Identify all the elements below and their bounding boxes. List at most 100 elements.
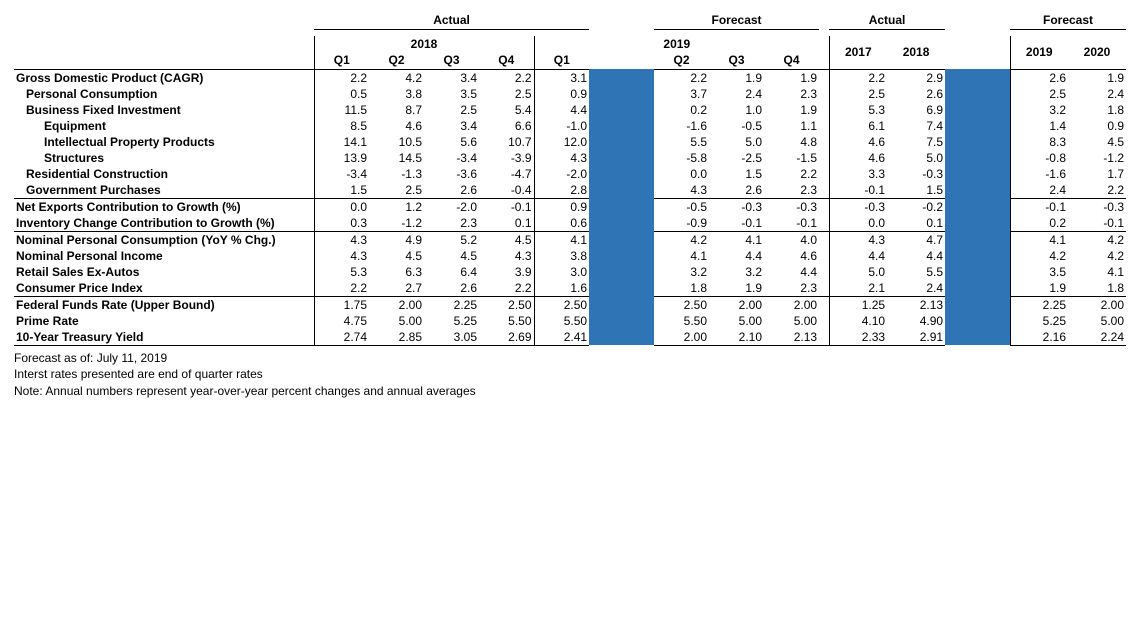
data-cell: 6.1	[829, 118, 887, 134]
data-cell: -0.1	[1010, 198, 1068, 215]
table-row: Federal Funds Rate (Upper Bound)1.752.00…	[14, 296, 1126, 313]
data-cell: 4.6	[829, 134, 887, 150]
data-cell: 3.4	[424, 118, 479, 134]
data-cell: -1.3	[369, 166, 424, 182]
blue-separator	[945, 231, 1010, 248]
data-cell: 2.50	[479, 296, 534, 313]
data-cell: -5.8	[654, 150, 709, 166]
col-q4-2018: Q4	[479, 52, 534, 70]
super-header-actual-2: Actual	[829, 12, 945, 30]
data-cell: 12.0	[534, 134, 589, 150]
data-cell: -0.5	[654, 198, 709, 215]
data-cell: -0.3	[887, 166, 945, 182]
data-cell: 6.4	[424, 264, 479, 280]
data-cell: 3.0	[534, 264, 589, 280]
data-cell: 1.9	[1010, 280, 1068, 297]
gap	[819, 198, 829, 215]
data-cell: 1.8	[1068, 102, 1126, 118]
data-cell: 1.9	[709, 280, 764, 297]
data-cell: 2.4	[887, 280, 945, 297]
data-cell: -4.7	[479, 166, 534, 182]
data-cell: 2.9	[887, 69, 945, 86]
data-cell: 0.3	[314, 215, 369, 232]
data-cell: -0.1	[709, 215, 764, 232]
blue-separator	[945, 134, 1010, 150]
row-label: 10-Year Treasury Yield	[14, 329, 314, 346]
data-cell: 4.4	[709, 248, 764, 264]
col-q3-2019: Q3	[709, 52, 764, 70]
row-label: Intellectual Property Products	[14, 134, 314, 150]
data-cell: 0.0	[829, 215, 887, 232]
gap	[819, 166, 829, 182]
data-cell: 4.6	[764, 248, 819, 264]
blue-separator	[945, 329, 1010, 346]
data-cell: -0.1	[829, 182, 887, 199]
super-header-actual-1: Actual	[314, 12, 589, 30]
data-cell: 2.33	[829, 329, 887, 346]
data-cell: 4.3	[479, 248, 534, 264]
data-cell: 2.8	[534, 182, 589, 199]
data-cell: 2.50	[654, 296, 709, 313]
row-label: Business Fixed Investment	[14, 102, 314, 118]
blue-separator	[945, 296, 1010, 313]
table-row: Nominal Personal Income4.34.54.54.33.84.…	[14, 248, 1126, 264]
data-cell: 2.6	[709, 182, 764, 199]
blue-separator	[945, 264, 1010, 280]
col-q4-2019: Q4	[764, 52, 819, 70]
year-2018: 2018	[314, 36, 534, 52]
data-cell: 3.1	[534, 69, 589, 86]
data-cell: 1.25	[829, 296, 887, 313]
data-cell: 2.6	[424, 182, 479, 199]
data-cell: 5.3	[314, 264, 369, 280]
year-row: 2018 2019 2017 2018 2019 2020	[14, 36, 1126, 52]
economic-forecast-table: Actual Forecast Actual Forecast 2018 201…	[14, 12, 1126, 346]
blue-separator	[589, 166, 654, 182]
data-cell: -0.1	[1068, 215, 1126, 232]
data-cell: 3.3	[829, 166, 887, 182]
data-cell: 2.69	[479, 329, 534, 346]
row-label: Equipment	[14, 118, 314, 134]
gap	[819, 329, 829, 346]
table-row: Intellectual Property Products14.110.55.…	[14, 134, 1126, 150]
data-cell: 2.5	[479, 86, 534, 102]
table-row: 10-Year Treasury Yield2.742.853.052.692.…	[14, 329, 1126, 346]
data-cell: 2.00	[764, 296, 819, 313]
data-cell: 2.3	[764, 182, 819, 199]
data-cell: -1.0	[534, 118, 589, 134]
data-cell: 4.5	[424, 248, 479, 264]
data-cell: 10.5	[369, 134, 424, 150]
col-2017: 2017	[829, 36, 887, 70]
data-cell: 1.2	[369, 198, 424, 215]
super-header-forecast-2: Forecast	[1010, 12, 1126, 30]
data-cell: 2.2	[479, 280, 534, 297]
gap	[819, 296, 829, 313]
data-cell: 1.9	[764, 102, 819, 118]
gap	[819, 134, 829, 150]
data-cell: 2.50	[534, 296, 589, 313]
footnote-line: Note: Annual numbers represent year-over…	[14, 383, 1126, 400]
data-cell: 4.8	[764, 134, 819, 150]
data-cell: 1.4	[1010, 118, 1068, 134]
data-cell: 5.6	[424, 134, 479, 150]
data-cell: -3.4	[314, 166, 369, 182]
table-body: Gross Domestic Product (CAGR)2.24.23.42.…	[14, 69, 1126, 345]
col-2020: 2020	[1068, 36, 1126, 70]
data-cell: 4.2	[369, 69, 424, 86]
table-row: Personal Consumption0.53.83.52.50.93.72.…	[14, 86, 1126, 102]
data-cell: 4.3	[534, 150, 589, 166]
data-cell: 2.25	[1010, 296, 1068, 313]
data-cell: 6.3	[369, 264, 424, 280]
data-cell: 4.75	[314, 313, 369, 329]
blue-separator	[589, 248, 654, 264]
data-cell: 4.4	[534, 102, 589, 118]
row-label: Structures	[14, 150, 314, 166]
data-cell: 2.00	[709, 296, 764, 313]
data-cell: -0.2	[887, 198, 945, 215]
blue-separator	[589, 264, 654, 280]
data-cell: 5.4	[479, 102, 534, 118]
blue-separator	[945, 215, 1010, 232]
super-header-forecast-1: Forecast	[654, 12, 819, 30]
data-cell: 5.5	[887, 264, 945, 280]
data-cell: 2.85	[369, 329, 424, 346]
data-cell: 7.4	[887, 118, 945, 134]
